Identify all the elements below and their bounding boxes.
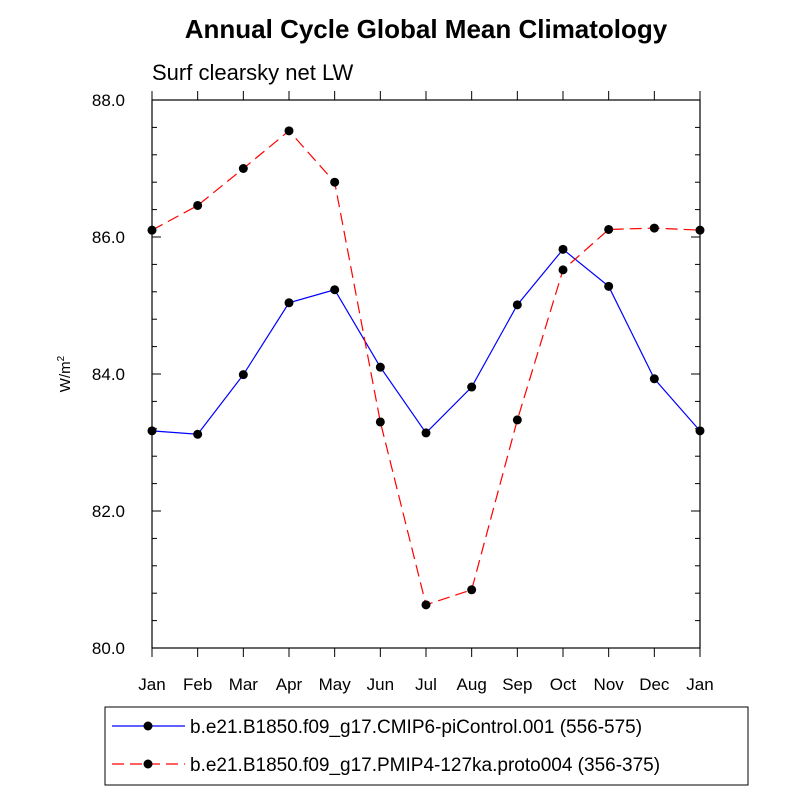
- series-1-point: [330, 285, 340, 295]
- series-1-point: [467, 382, 477, 392]
- x-tick-label: Apr: [276, 675, 303, 694]
- series-2-point: [558, 265, 568, 275]
- series-1-point: [284, 298, 294, 308]
- legend-marker-2: [143, 759, 153, 769]
- series-line-2: [151, 129, 701, 606]
- y-tick-label: 80.0: [92, 639, 125, 658]
- series-2-point: [695, 225, 705, 235]
- legend: b.e21.B1850.f09_g17.CMIP6-piControl.001 …: [104, 706, 749, 786]
- x-tick-label: May: [319, 675, 352, 694]
- series-2-point: [467, 585, 477, 595]
- x-tick-label: Dec: [639, 675, 670, 694]
- series-2-point: [512, 415, 522, 425]
- x-tick-label: Jul: [415, 675, 437, 694]
- series-1-point: [695, 426, 705, 436]
- x-tick-label: Mar: [229, 675, 259, 694]
- series-1-point: [193, 429, 203, 439]
- series-1-point: [375, 362, 385, 372]
- series-1-point: [147, 426, 157, 436]
- y-tick-label: 88.0: [92, 91, 125, 110]
- x-tick-label: Jan: [138, 675, 165, 694]
- series-line-1: [151, 248, 701, 435]
- x-tick-label: Oct: [550, 675, 577, 694]
- series-1-point: [604, 281, 614, 291]
- y-tick-label: 84.0: [92, 365, 125, 384]
- x-tick-label: Sep: [502, 675, 532, 694]
- plot-area: 80.0 82.0 84.0 86.0 88.0 Jan Feb Mar Apr May Jun Ju…: [92, 91, 714, 694]
- x-tick-label: Feb: [183, 675, 212, 694]
- series-1-point: [649, 374, 659, 384]
- legend-marker-1: [143, 721, 153, 731]
- series-2-point: [284, 126, 294, 136]
- x-tick-label: Aug: [457, 675, 487, 694]
- x-tick-label: Nov: [594, 675, 625, 694]
- chart-subtitle: Surf clearsky net LW: [152, 60, 354, 85]
- plot-frame: [151, 99, 701, 649]
- legend-label-2: b.e21.B1850.f09_g17.PMIP4-127ka.proto004…: [190, 755, 660, 776]
- series-2-point: [604, 224, 614, 234]
- chart-title: Annual Cycle Global Mean Climatology: [185, 14, 668, 44]
- y-axis-label: W/m2: [56, 355, 74, 392]
- series-1-point: [558, 244, 568, 254]
- x-tick-label: Jan: [686, 675, 713, 694]
- series-2-point: [649, 223, 659, 233]
- x-tick-label: Jun: [367, 675, 394, 694]
- series-2-point: [238, 164, 248, 173]
- series-1-point: [421, 428, 431, 438]
- series-1-point: [512, 300, 522, 310]
- legend-box: [104, 706, 749, 786]
- y-axis-label-text: W/m: [57, 361, 74, 392]
- legend-label-1: b.e21.B1850.f09_g17.CMIP6-piControl.001 …: [190, 717, 642, 738]
- series-1-point: [238, 370, 248, 380]
- series-2-point: [330, 177, 340, 187]
- series-2-point: [193, 200, 203, 210]
- series-2-point: [147, 225, 157, 235]
- y-tick-label: 86.0: [92, 228, 125, 247]
- series-2-point: [375, 417, 385, 427]
- series-2-point: [421, 600, 431, 610]
- y-tick-label: 82.0: [92, 502, 125, 521]
- y-axis-label-superscript: 2: [56, 355, 67, 361]
